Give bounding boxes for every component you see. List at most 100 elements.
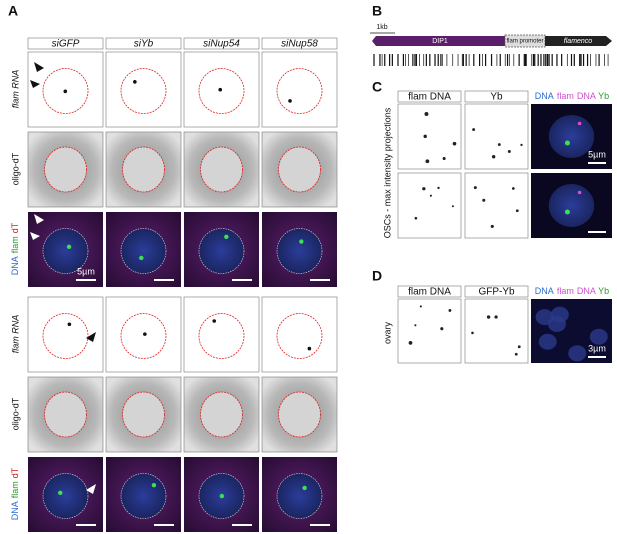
image-panel: [464, 172, 529, 239]
nucleus: [122, 391, 165, 438]
foci: [139, 255, 144, 261]
foci: [517, 345, 521, 349]
foci: [58, 490, 63, 496]
nucleus: [120, 473, 167, 519]
foci: [490, 224, 494, 228]
nucleus: [44, 391, 87, 438]
merge-label-part: flam: [557, 91, 574, 101]
nucleus: [548, 184, 595, 227]
foci: [564, 140, 570, 146]
foci: [408, 341, 413, 345]
foci: [218, 87, 223, 92]
foci: [507, 149, 511, 153]
side-label: ovary: [382, 322, 392, 345]
nucleus: [44, 146, 87, 193]
foci: [302, 485, 307, 491]
merge-label: DNA flam DNA Yb: [535, 286, 609, 296]
merge-label-part: flam: [557, 286, 574, 296]
image-panel: [27, 296, 104, 373]
foci: [414, 216, 418, 220]
nucleus: [550, 306, 569, 323]
row-label: oligo-dT: [10, 152, 20, 185]
nucleus-outline: [276, 313, 323, 359]
foci: [143, 332, 147, 336]
nucleus: [42, 473, 89, 519]
nucleus: [278, 391, 321, 438]
gene-flamenco: [545, 36, 612, 46]
foci: [471, 331, 474, 335]
nucleus: [548, 115, 595, 158]
column-header-box: [397, 285, 462, 298]
image-panel: [27, 51, 104, 128]
gene-label: DIP1: [432, 38, 448, 45]
nucleus: [568, 345, 587, 362]
merge-label-part: DNA: [577, 91, 596, 101]
panel-letter: A: [8, 3, 18, 19]
foci: [307, 346, 312, 351]
foci: [491, 155, 496, 159]
nucleus: [122, 146, 165, 193]
column-header: siGFP: [52, 39, 80, 50]
foci: [448, 309, 452, 312]
foci: [520, 143, 523, 147]
foci: [133, 80, 137, 84]
merge-label-part: DNA: [535, 286, 554, 296]
foci: [437, 186, 440, 190]
gene-dip1: [372, 36, 505, 46]
foci: [497, 143, 501, 146]
image-panel: [464, 103, 529, 170]
foci: [514, 352, 518, 356]
image-panel: [183, 296, 260, 373]
foci: [452, 141, 457, 146]
panel-letter: D: [372, 268, 382, 284]
column-header: GFP-Yb: [478, 287, 515, 298]
arrowhead: [86, 484, 96, 494]
merge-label: DNA flam dT: [10, 467, 20, 520]
scale-label: 1kb: [376, 24, 387, 31]
nucleus-outline: [120, 313, 167, 359]
merge-label-part: dT: [10, 222, 20, 233]
foci: [486, 315, 491, 319]
merge-label-part: flam: [10, 481, 20, 498]
row-label: flam RNA: [10, 70, 20, 109]
nucleus-outline: [120, 68, 167, 114]
panel-letter: B: [372, 3, 382, 19]
foci: [219, 493, 225, 499]
nucleus: [42, 228, 89, 274]
column-header-box: [464, 285, 529, 298]
foci: [212, 319, 217, 323]
foci: [451, 205, 454, 208]
foci: [564, 209, 570, 215]
image-panel: [105, 51, 182, 128]
nucleus-outline: [276, 68, 323, 114]
row-label: oligo-dT: [10, 397, 20, 430]
foci: [67, 322, 72, 327]
merge-label-part: Yb: [598, 91, 609, 101]
nucleus: [198, 228, 245, 274]
image-panel: [397, 103, 462, 170]
side-label: OSCs - max intensity projections: [382, 107, 392, 238]
column-header-box: [464, 90, 529, 103]
nucleus-outline: [198, 68, 245, 114]
column-header-box: [397, 90, 462, 103]
column-header: siYb: [134, 39, 154, 50]
foci: [494, 315, 498, 319]
foci: [66, 244, 72, 250]
arrowhead: [30, 80, 40, 88]
image-panel: [397, 172, 462, 239]
nucleus: [200, 146, 243, 193]
nucleus-outline: [42, 68, 89, 114]
nucleus: [200, 391, 243, 438]
foci: [472, 128, 476, 132]
foci: [577, 190, 582, 195]
column-header: siNup58: [281, 39, 318, 50]
foci: [151, 482, 157, 488]
nucleus-outline: [198, 313, 245, 359]
foci: [414, 324, 417, 327]
arrowhead: [34, 62, 44, 72]
foci: [442, 156, 446, 161]
foci: [511, 187, 515, 190]
foci: [473, 186, 477, 190]
foci: [423, 134, 427, 139]
